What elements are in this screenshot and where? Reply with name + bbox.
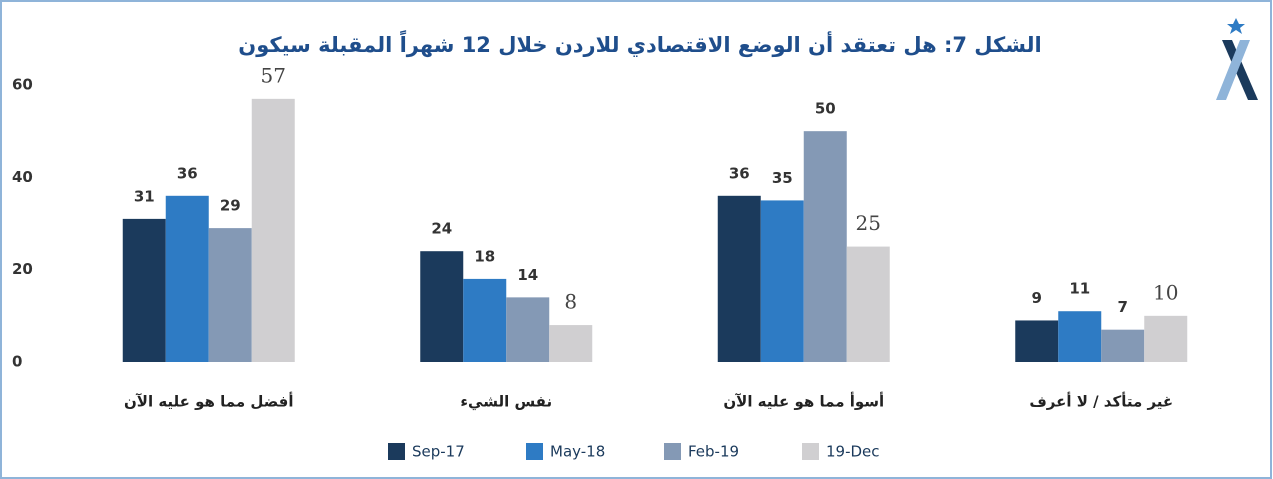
bar xyxy=(208,228,252,362)
bar xyxy=(803,131,847,362)
data-label: 57 xyxy=(261,63,286,87)
logo xyxy=(1216,18,1258,100)
data-label: 7 xyxy=(1118,298,1128,316)
legend-label: 19-Dec xyxy=(826,443,880,461)
legend-label: Feb-19 xyxy=(688,443,739,461)
bar xyxy=(760,200,804,362)
bar xyxy=(1058,311,1102,362)
data-label: 31 xyxy=(134,187,155,205)
bar xyxy=(122,218,166,362)
bar xyxy=(1101,329,1145,362)
x-tick-label: أفضل مما هو عليه الآن xyxy=(124,392,294,411)
data-label: 10 xyxy=(1153,280,1178,304)
bar xyxy=(463,278,507,362)
y-tick-label: 40 xyxy=(12,168,33,186)
bar xyxy=(717,195,761,362)
bar xyxy=(165,195,209,362)
bar xyxy=(549,325,593,362)
data-label: 14 xyxy=(517,266,538,284)
x-tick-label: نفس الشيء xyxy=(460,393,552,411)
y-tick-label: 60 xyxy=(12,76,33,94)
bar xyxy=(846,246,890,362)
bar xyxy=(1144,315,1188,362)
data-label: 18 xyxy=(474,247,495,265)
bar xyxy=(420,251,464,362)
x-tick-label: أسوأ مما هو عليه الآن xyxy=(723,392,884,411)
data-label: 50 xyxy=(815,100,836,118)
legend-label: May-18 xyxy=(550,443,605,461)
bar xyxy=(1015,320,1059,362)
x-tick-label: غير متأكد / لا أعرف xyxy=(1029,392,1173,411)
data-label: 11 xyxy=(1069,280,1090,298)
y-tick-label: 0 xyxy=(12,353,22,371)
legend-label: Sep-17 xyxy=(412,443,465,461)
bar xyxy=(251,98,295,362)
chart-title: الشكل 7: هل تعتقد أن الوضع الاقتصادي للا… xyxy=(238,29,1041,58)
data-label: 36 xyxy=(729,164,750,182)
data-label: 8 xyxy=(564,290,577,314)
legend-swatch xyxy=(664,443,681,460)
legend-swatch xyxy=(388,443,405,460)
data-label: 36 xyxy=(177,164,198,182)
data-label: 35 xyxy=(772,169,793,187)
bar xyxy=(506,297,550,362)
data-label: 29 xyxy=(220,197,241,215)
y-tick-label: 20 xyxy=(12,260,33,278)
data-label: 25 xyxy=(856,211,881,235)
legend-swatch xyxy=(802,443,819,460)
legend-swatch xyxy=(526,443,543,460)
data-label: 24 xyxy=(431,220,452,238)
data-label: 9 xyxy=(1032,289,1042,307)
